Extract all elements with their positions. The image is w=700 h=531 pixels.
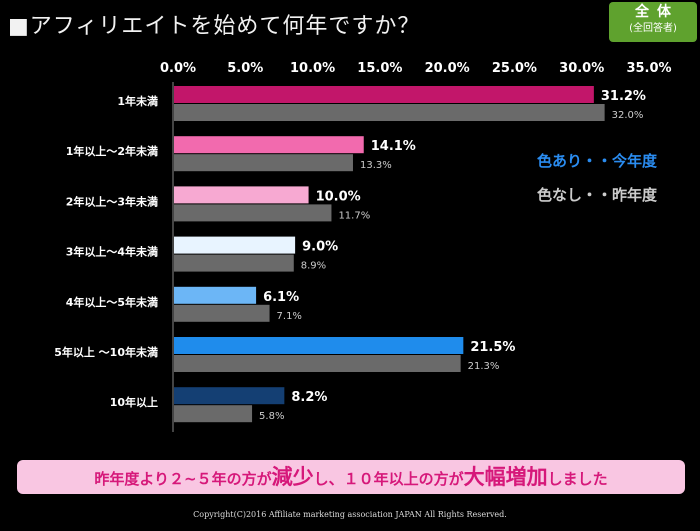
category-label: 2年以上～3年未満 <box>66 194 158 208</box>
note-emphasis: 減少 <box>271 465 314 489</box>
bar-previous <box>174 154 353 172</box>
bar-current <box>174 286 257 304</box>
page-title: ■アフィリエイトを始めて何年ですか？ <box>8 14 421 39</box>
bar-current <box>174 236 296 254</box>
category-label: 5年以上 ～10年未満 <box>54 345 158 359</box>
bar-current <box>174 387 285 405</box>
bar-previous <box>174 355 461 372</box>
data-label-previous: 13.3% <box>360 160 392 171</box>
copyright: Copyright(C)2016 Affiliate marketing ass… <box>193 510 507 519</box>
note-emphasis: 大幅増加 <box>463 465 548 489</box>
bar-current <box>174 136 364 154</box>
note-text: 昨年度より２~５年の方が <box>94 470 272 488</box>
bar-previous <box>174 104 605 121</box>
summary-note: 昨年度より２~５年の方が減少し、１０年以上の方が大幅増加しました <box>17 460 685 494</box>
category-label: 1年以上～2年未満 <box>66 144 158 158</box>
data-label-previous: 5.8% <box>259 411 284 422</box>
bar-chart: 0.0% 5.0% 10.0% 15.0% 20.0% 25.0% 30.0% 35.0% 1年… <box>54 61 672 432</box>
x-tick-label: 0.0% <box>160 61 196 76</box>
x-tick-label: 5.0% <box>227 61 263 76</box>
data-label-current: 6.1% <box>263 290 299 305</box>
note-text: し、１０年以上の方が <box>313 470 464 488</box>
x-tick-label: 35.0% <box>626 61 671 76</box>
data-label-current: 10.0% <box>316 189 361 204</box>
data-label-previous: 8.9% <box>301 261 326 272</box>
category-label: 10年以上 <box>110 395 158 409</box>
category-label: 4年以上～5年未満 <box>66 295 158 309</box>
bar-current <box>174 337 464 354</box>
x-tick-label: 10.0% <box>290 61 335 76</box>
x-tick-label: 20.0% <box>425 61 470 76</box>
data-label-current: 21.5% <box>470 340 515 355</box>
category-label: 1年未満 <box>117 94 158 108</box>
data-label-current: 31.2% <box>601 89 646 104</box>
scope-badge: 全体 (全回答者) <box>609 2 697 42</box>
legend-current-year: 色あり・・今年度 <box>537 152 658 170</box>
x-tick-label: 25.0% <box>492 61 537 76</box>
x-tick-label: 15.0% <box>357 61 402 76</box>
bar-current <box>174 186 309 204</box>
bar-previous <box>174 254 294 272</box>
bar-previous <box>174 304 270 322</box>
data-label-current: 8.2% <box>291 390 327 405</box>
data-label-previous: 32.0% <box>612 110 644 121</box>
bar-previous <box>174 204 332 222</box>
data-label-previous: 21.3% <box>468 361 500 372</box>
data-label-previous: 11.7% <box>338 210 370 221</box>
bar-previous <box>174 405 253 423</box>
data-label-previous: 7.1% <box>277 311 302 322</box>
category-label: 3年以上～4年未満 <box>66 245 158 259</box>
badge-label: 全体 <box>635 4 679 20</box>
bar-current <box>174 86 594 103</box>
badge-sublabel: (全回答者) <box>629 23 677 34</box>
data-label-current: 9.0% <box>302 240 338 255</box>
x-tick-label: 30.0% <box>559 61 604 76</box>
legend-previous-year: 色なし・・昨年度 <box>537 186 658 204</box>
note-text: しました <box>547 470 608 488</box>
data-label-current: 14.1% <box>371 139 416 154</box>
